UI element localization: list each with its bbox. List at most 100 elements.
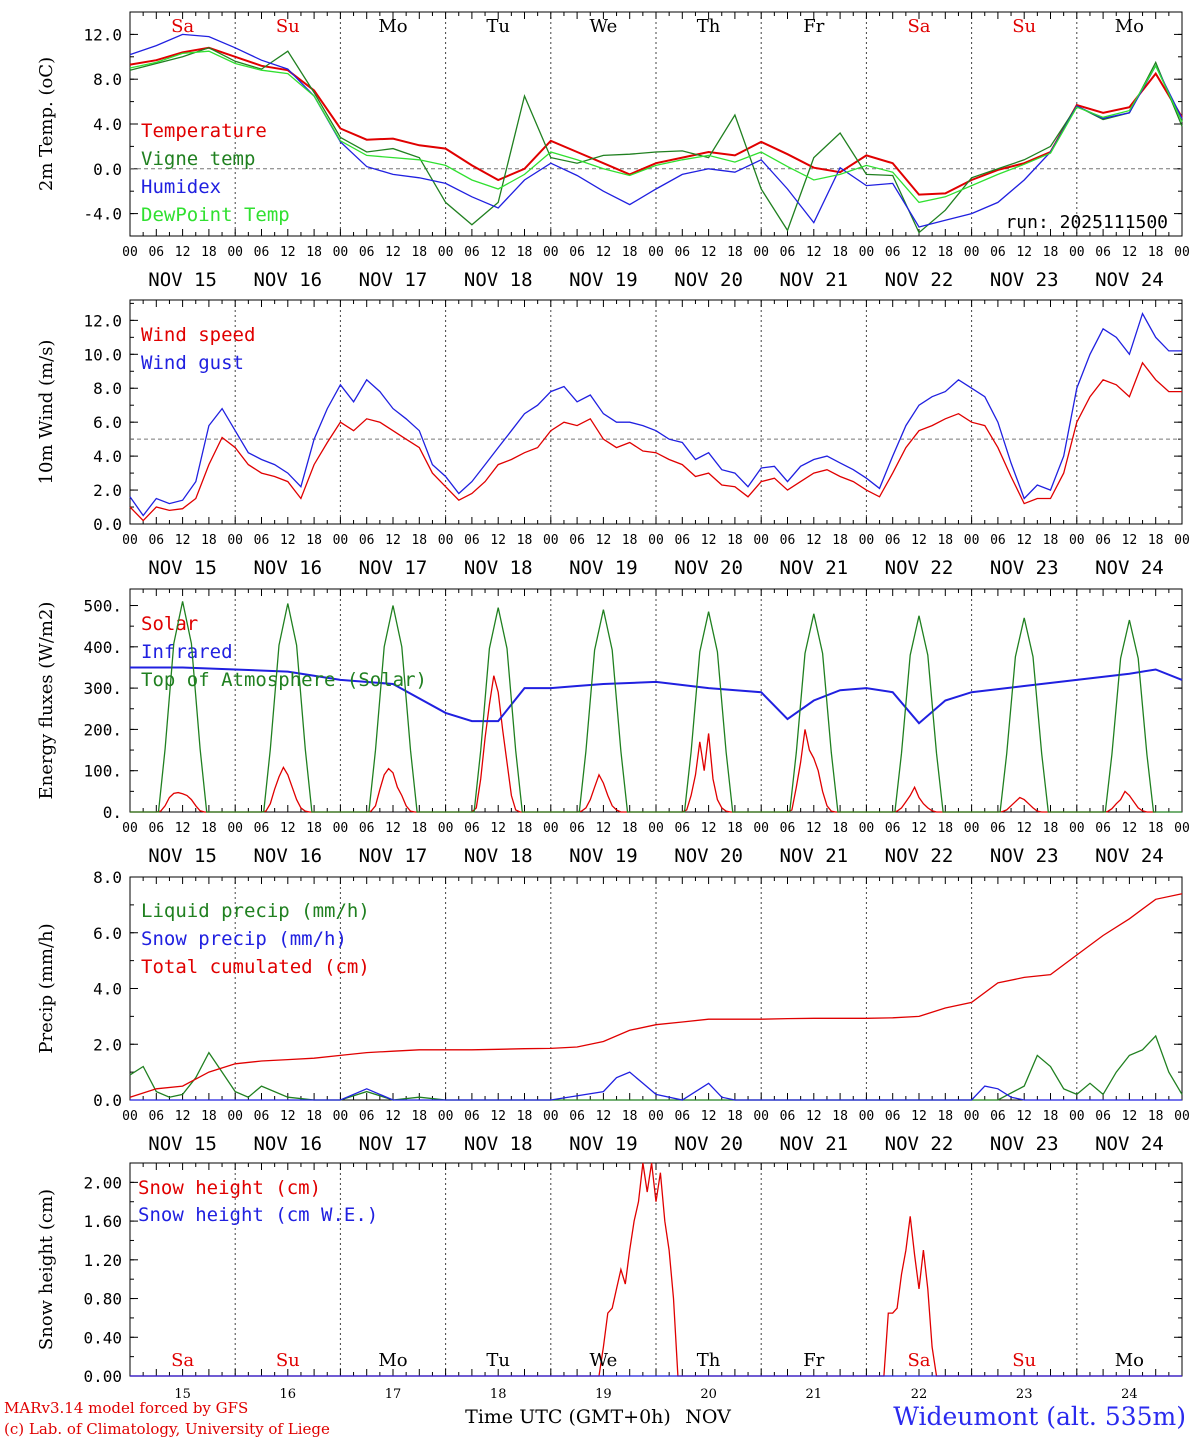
date-label: NOV 19 <box>569 845 638 867</box>
hour-tick-label: 18 <box>937 245 953 260</box>
hour-tick-label: 06 <box>674 533 690 548</box>
y-tick-label: 1.20 <box>83 1251 122 1270</box>
hour-tick-label: 00 <box>648 533 664 548</box>
date-label: NOV 21 <box>779 1133 848 1155</box>
hour-tick-label: 18 <box>1043 1109 1059 1124</box>
hour-tick-label: 12 <box>280 245 296 260</box>
hour-tick-label: 18 <box>411 245 427 260</box>
hour-tick-label: 12 <box>1016 245 1032 260</box>
weekday-label: Sa <box>171 1350 194 1371</box>
legend-entry: Temperature <box>141 120 267 142</box>
hour-tick-label: 12 <box>280 1109 296 1124</box>
weekday-label: Fr <box>803 16 824 37</box>
series-line-wind-gust <box>129 311 1182 517</box>
hour-tick-label: 12 <box>280 821 296 836</box>
hour-tick-label: 12 <box>490 533 506 548</box>
weekday-label: Mo <box>378 1350 407 1371</box>
weekday-label: Su <box>1012 1350 1036 1371</box>
hour-tick-label: 00 <box>438 533 454 548</box>
hour-tick-label: 18 <box>937 1109 953 1124</box>
hour-tick-label: 12 <box>385 821 401 836</box>
hour-tick-label: 06 <box>359 821 375 836</box>
hour-tick-label: 12 <box>385 1109 401 1124</box>
y-tick-label: 6.0 <box>93 924 122 943</box>
hour-tick-label: 00 <box>1174 1109 1190 1124</box>
date-label: NOV 15 <box>148 1133 217 1155</box>
hour-tick-label: 12 <box>385 245 401 260</box>
bottom-day-number: 19 <box>595 1387 612 1402</box>
y-tick-label: 0.80 <box>83 1290 122 1309</box>
date-label: NOV 19 <box>569 1133 638 1155</box>
hour-tick-label: 18 <box>201 821 217 836</box>
hour-tick-label: 18 <box>411 821 427 836</box>
hour-tick-label: 18 <box>1043 245 1059 260</box>
credit-line-2: (c) Lab. of Climatology, University of L… <box>4 1420 330 1438</box>
date-label: NOV 15 <box>148 557 217 579</box>
date-label: NOV 18 <box>464 557 533 579</box>
y-tick-label: 8.0 <box>93 379 122 398</box>
hour-tick-label: 12 <box>175 245 191 260</box>
hour-tick-label: 18 <box>1043 533 1059 548</box>
legend-entry: Liquid precip (mm/h) <box>141 900 370 922</box>
site-label: Wideumont (alt. 535m) <box>893 1402 1186 1431</box>
hour-tick-label: 12 <box>596 1109 612 1124</box>
hour-tick-label: 06 <box>885 533 901 548</box>
hour-tick-label: 12 <box>1122 1109 1138 1124</box>
weekday-label: Sa <box>907 1350 930 1371</box>
hour-tick-label: 00 <box>543 1109 559 1124</box>
hour-tick-label: 12 <box>280 533 296 548</box>
hour-tick-label: 12 <box>596 821 612 836</box>
hour-tick-label: 06 <box>990 1109 1006 1124</box>
hour-tick-label: 00 <box>753 245 769 260</box>
hour-tick-label: 00 <box>333 533 349 548</box>
hour-tick-label: 12 <box>806 1109 822 1124</box>
date-label: NOV 21 <box>779 557 848 579</box>
date-label: NOV 16 <box>253 557 322 579</box>
hour-tick-label: 06 <box>148 245 164 260</box>
y-tick-label: 6.0 <box>93 413 122 432</box>
date-label: NOV 17 <box>359 845 428 867</box>
hour-tick-label: 00 <box>859 821 875 836</box>
date-label: NOV 22 <box>885 269 954 291</box>
bottom-day-number: 21 <box>806 1387 823 1402</box>
bottom-day-number: 15 <box>174 1387 191 1402</box>
hour-tick-label: 06 <box>148 533 164 548</box>
hour-tick-label: 00 <box>1069 1109 1085 1124</box>
bottom-day-number: 22 <box>911 1387 928 1402</box>
hour-tick-label: 00 <box>1174 533 1190 548</box>
hour-tick-label: 00 <box>438 1109 454 1124</box>
weekday-label: Tu <box>486 16 510 37</box>
bottom-day-number: 16 <box>280 1387 297 1402</box>
legend-entry: Wind gust <box>141 352 244 374</box>
hour-tick-label: 12 <box>490 821 506 836</box>
weekday-label: Mo <box>1115 1350 1144 1371</box>
hour-tick-label: 00 <box>543 821 559 836</box>
hour-tick-label: 00 <box>648 1109 664 1124</box>
hour-tick-label: 06 <box>464 533 480 548</box>
hour-tick-label: 06 <box>674 1109 690 1124</box>
y-tick-label: 4.0 <box>93 447 122 466</box>
legend-entry: Humidex <box>141 176 221 198</box>
y-axis-label: 10m Wind (m/s) <box>36 340 57 485</box>
hour-tick-label: 18 <box>306 821 322 836</box>
hour-tick-label: 06 <box>1095 245 1111 260</box>
date-label: NOV 20 <box>674 1133 743 1155</box>
hour-tick-label: 00 <box>964 533 980 548</box>
weekday-label: Su <box>1012 16 1036 37</box>
hour-tick-label: 12 <box>1016 1109 1032 1124</box>
hour-tick-label: 12 <box>701 245 717 260</box>
hour-tick-label: 06 <box>464 1109 480 1124</box>
hour-tick-label: 06 <box>990 533 1006 548</box>
hour-tick-label: 18 <box>622 1109 638 1124</box>
hour-tick-label: 06 <box>148 821 164 836</box>
hour-tick-label: 18 <box>1148 1109 1164 1124</box>
y-axis-label: Snow height (cm) <box>36 1189 57 1350</box>
date-label: NOV 15 <box>148 845 217 867</box>
date-label: NOV 23 <box>990 269 1059 291</box>
hour-tick-label: 00 <box>964 1109 980 1124</box>
hour-tick-label: 12 <box>701 1109 717 1124</box>
hour-tick-label: 06 <box>780 821 796 836</box>
weekday-label: Sa <box>171 16 194 37</box>
bottom-day-number: 20 <box>700 1387 717 1402</box>
date-label: NOV 19 <box>569 557 638 579</box>
